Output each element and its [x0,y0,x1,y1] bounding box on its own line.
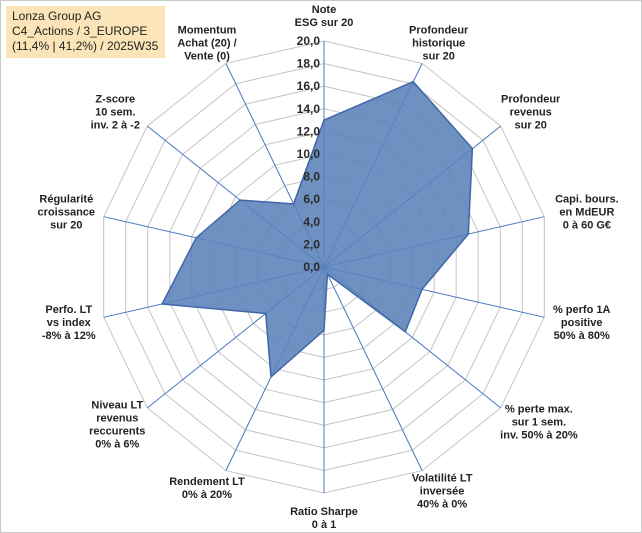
axis-label: Niveau LT revenus reccurents 0% à 6% [89,399,145,450]
company-name: Lonza Group AG [12,9,102,23]
tick-label: 8,0 [303,170,320,184]
radar-tick-labels: 0,0 2,0 4,0 6,0 8,0 10,0 12,0 14,0 16,0 18,0 20,0 [297,34,321,274]
tick-label: 14,0 [297,102,321,116]
axis-label: Perfo. LT vs index -8% à 12% [42,304,96,342]
axis-label-line: 0 à 60 G€ [563,219,611,231]
axis-label-line: Profondeur [501,94,561,106]
axis-label: Z-score 10 sem. inv. 2 à -2 [91,94,140,132]
axis-label-line: en MdEUR [559,206,614,218]
axis-label: Profondeur historique sur 20 [409,25,469,63]
series-area [160,80,474,379]
axis-label-line: Rendement LT [169,476,245,488]
axis-label-line: sur 1 sem. [512,417,566,429]
axis-label: Capi. bours. en MdEUR 0 à 60 G€ [555,193,619,231]
axis-label-line: sur 20 [422,51,454,63]
axis-label: Note ESG sur 20 [295,4,354,29]
axis-label-line: Perfo. LT [45,304,92,316]
score-week: (11,4% | 41,2%) / 2025W35 [12,39,159,53]
axis-label: Ratio Sharpe 0 à 1 [290,506,358,531]
axis-label-line: Capi. bours. [555,193,619,205]
tick-label: 2,0 [303,237,320,251]
axis-label-line: historique [412,38,465,50]
axis-label: Régularité croissance sur 20 [38,193,95,231]
axis-label-line: -8% à 12% [42,330,96,342]
axis-label-line: revenus [510,107,552,119]
axis-label-line: % perte max. [505,404,573,416]
tick-label: 0,0 [303,260,320,274]
chart-title-box: Lonza Group AG C4_Actions / 3_EUROPE (11… [6,6,166,58]
radar-series [160,80,474,379]
axis-label: Volatilité LT inversée 40% à 0% [412,473,473,511]
axis-label-line: inv. 50% à 20% [500,430,578,442]
axis-label-line: ESG sur 20 [295,17,354,29]
tick-label: 16,0 [297,79,321,93]
axis-label-line: 0% à 20% [182,489,232,501]
category-path: C4_Actions / 3_EUROPE [12,24,148,38]
axis-label-line: Profondeur [409,25,469,37]
axis-label-line: 50% à 80% [554,330,610,342]
axis-label-line: inversée [420,486,465,498]
tick-label: 10,0 [297,147,321,161]
axis-label-line: vs index [47,317,92,329]
axis-label-line: croissance [38,206,95,218]
axis-label-line: Niveau LT [91,399,143,411]
axis-label-line: % perfo 1A [553,304,611,316]
axis-label-line: positive [561,317,603,329]
axis-label-line: 0 à 1 [312,519,336,531]
tick-label: 4,0 [303,215,320,229]
axis-label-line: Achat (20) / [177,38,236,50]
axis-label-line: sur 20 [50,219,82,231]
axis-label: Rendement LT 0% à 20% [169,476,245,501]
axis-label-line: Momentum [178,25,237,37]
tick-label: 6,0 [303,192,320,206]
tick-label: 20,0 [297,34,321,48]
axis-label-line: inv. 2 à -2 [91,120,140,132]
axis-label-line: Ratio Sharpe [290,506,358,518]
axis-label-line: 40% à 0% [417,499,467,511]
axis-label: % perfo 1A positive 50% à 80% [553,304,611,342]
tick-label: 18,0 [297,57,321,71]
axis-spoke [323,266,423,471]
tick-label: 12,0 [297,124,321,138]
axis-label: Profondeur revenus sur 20 [501,94,561,132]
axis-label: Momentum Achat (20) / Vente (0) [177,25,236,63]
axis-label-line: Volatilité LT [412,473,473,485]
axis-label-line: 10 sem. [95,107,135,119]
axis-label-line: Z-score [95,94,135,106]
axis-label-line: Vente (0) [184,51,230,63]
axis-label-line: Régularité [39,193,93,205]
axis-label-line: Note [312,4,336,16]
axis-label-line: 0% à 6% [95,438,139,450]
axis-label: % perte max. sur 1 sem. inv. 50% à 20% [500,404,578,442]
axis-label-line: reccurents [89,425,145,437]
axis-label-line: sur 20 [514,120,546,132]
axis-label-line: revenus [96,412,138,424]
